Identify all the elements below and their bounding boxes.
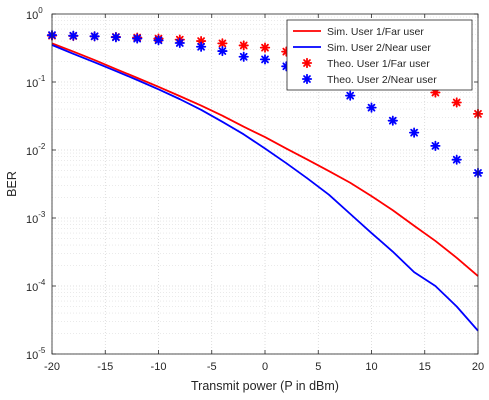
series-line-2 bbox=[51, 44, 479, 332]
x-tick-label: 0 bbox=[262, 361, 268, 373]
x-tick-label: -5 bbox=[207, 361, 217, 373]
series-4-point bbox=[89, 31, 100, 42]
legend-item: Sim. User 1/Far user bbox=[293, 26, 424, 38]
x-tick-label: 5 bbox=[315, 361, 321, 373]
y-tick-label: 10-1 bbox=[26, 74, 46, 90]
y-tick-label: 10-3 bbox=[26, 210, 46, 226]
series-4-point bbox=[153, 35, 164, 46]
legend-label: Theo. User 1/Far user bbox=[327, 58, 430, 70]
series-4-point bbox=[174, 37, 185, 49]
legend-item: Theo. User 1/Far user bbox=[301, 57, 430, 70]
series-3-point bbox=[238, 40, 249, 51]
x-axis-ticks: -20 -15 -10 -5 0 5 10 15 20 bbox=[44, 14, 484, 373]
series-4-point bbox=[259, 54, 271, 65]
series-3-point bbox=[259, 42, 271, 53]
y-axis-ticks: 10-5 10-4 10-3 10-2 10-1 100 bbox=[26, 6, 478, 362]
series-4-point bbox=[366, 102, 377, 113]
y-tick-label: 100 bbox=[26, 6, 43, 22]
series-3-point bbox=[430, 87, 441, 98]
y-tick-label: 10-5 bbox=[26, 346, 46, 362]
legend-label: Sim. User 1/Far user bbox=[327, 26, 424, 38]
legend-item: Theo. User 2/Near user bbox=[301, 73, 437, 86]
y-axis-label: BER bbox=[5, 171, 19, 197]
legend-marker-swatch bbox=[301, 73, 313, 85]
series-4-point bbox=[387, 115, 398, 126]
legend-label: Sim. User 2/Near user bbox=[327, 42, 431, 54]
legend-marker-swatch bbox=[301, 57, 313, 69]
legend-item: Sim. User 2/Near user bbox=[293, 42, 431, 54]
series-4-point bbox=[217, 45, 228, 57]
x-tick-label: -15 bbox=[97, 361, 113, 373]
series-4-point bbox=[345, 90, 356, 101]
series-4-point bbox=[195, 41, 207, 52]
series-3-point bbox=[451, 97, 462, 108]
series-line-1 bbox=[51, 42, 479, 277]
legend-label: Theo. User 2/Near user bbox=[327, 74, 437, 86]
x-tick-label: -10 bbox=[151, 361, 167, 373]
series-4-point bbox=[68, 30, 79, 41]
x-axis-label: Transmit power (P in dBm) bbox=[191, 379, 339, 393]
series-4-point bbox=[408, 127, 420, 138]
y-tick-label: 10-4 bbox=[26, 278, 46, 294]
x-tick-label: -20 bbox=[44, 361, 60, 373]
series-4-point bbox=[132, 33, 143, 44]
y-tick-label: 10-2 bbox=[26, 142, 46, 158]
legend: Sim. User 1/Far user Sim. User 2/Near use… bbox=[286, 19, 473, 91]
series-4-point bbox=[451, 154, 462, 165]
x-tick-label: 20 bbox=[472, 361, 484, 373]
x-tick-label: 10 bbox=[365, 361, 377, 373]
series-4-point bbox=[110, 32, 121, 43]
series-3-point bbox=[195, 35, 207, 47]
series-4-point bbox=[238, 51, 249, 62]
x-tick-label: 15 bbox=[419, 361, 431, 373]
series-4-point bbox=[430, 140, 441, 151]
